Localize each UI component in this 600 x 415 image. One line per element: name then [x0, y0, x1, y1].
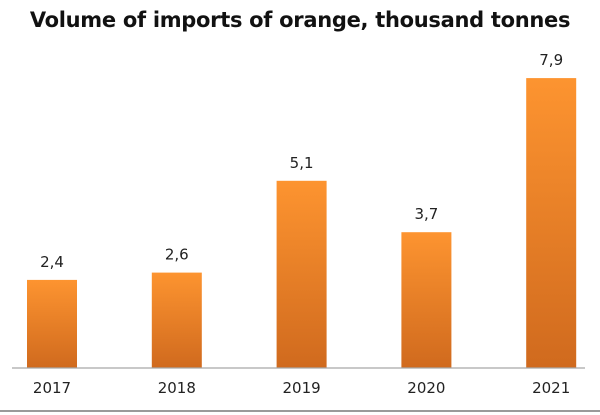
bar-2021	[526, 78, 577, 368]
data-label-2021: 7,9	[539, 51, 563, 69]
bar-2018	[151, 272, 202, 368]
x-tick-label-2017: 2017	[33, 379, 71, 397]
data-label-2020: 3,7	[414, 205, 438, 223]
bar-2017	[27, 279, 77, 368]
x-tick-label-2021: 2021	[532, 379, 570, 397]
x-tick-label-2019: 2019	[283, 379, 321, 397]
data-label-2018: 2,6	[165, 246, 189, 264]
x-tick-label-2020: 2020	[407, 379, 445, 397]
data-label-2019: 5,1	[290, 154, 314, 172]
chart-title: Volume of imports of orange, thousand to…	[29, 8, 571, 32]
x-tick-label-2018: 2018	[158, 379, 196, 397]
frame-border	[0, 410, 600, 412]
bar-2019	[276, 180, 327, 368]
data-label-2017: 2,4	[40, 253, 64, 271]
bar-2020	[401, 232, 452, 368]
